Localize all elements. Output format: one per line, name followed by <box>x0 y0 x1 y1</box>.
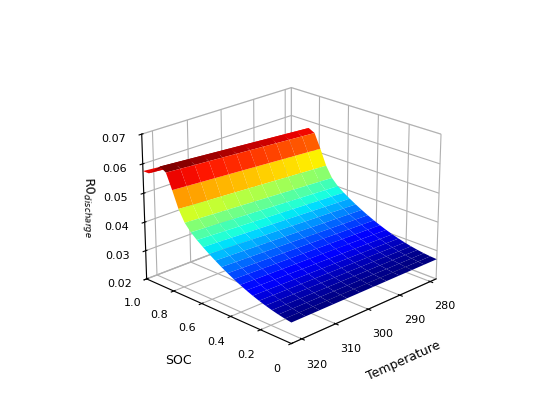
X-axis label: Temperature: Temperature <box>365 339 443 383</box>
Y-axis label: SOC: SOC <box>166 354 192 367</box>
